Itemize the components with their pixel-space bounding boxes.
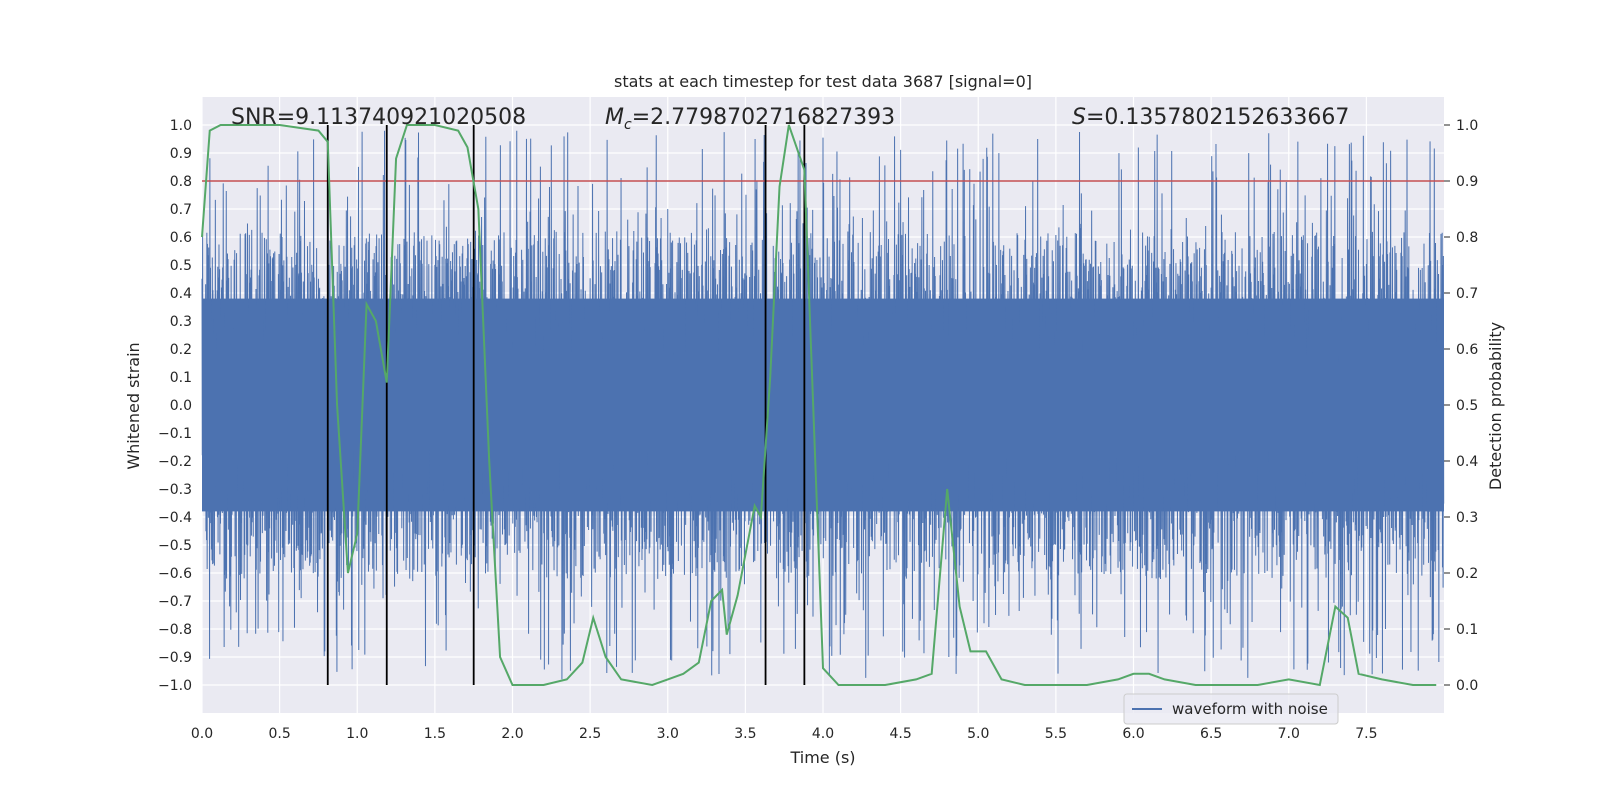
chirp-mass-symbol: M <box>605 105 624 130</box>
waveform-series <box>201 130 1445 680</box>
y-tick-label: 0.6 <box>170 230 192 246</box>
y-tick-label: −0.2 <box>158 454 192 470</box>
y-tick-label: −0.5 <box>158 538 192 554</box>
x-axis-ticks: 0.0 0.5 1.0 1.5 2.0 2.5 3.0 3.5 4.0 4.5 5.0 5.5 6.0 6… <box>191 726 1378 742</box>
y-tick-label: 0.4 <box>170 286 192 302</box>
x-tick-label: 1.0 <box>346 726 368 742</box>
x-tick-label: 7.0 <box>1278 726 1300 742</box>
y2-tick-label: 0.1 <box>1456 622 1478 638</box>
y-tick-label: 0.1 <box>170 370 192 386</box>
y-tick-label: 0.7 <box>170 202 192 218</box>
y2-axis-ticks: 1.0 0.9 0.8 0.7 0.6 0.5 0.4 0.3 0.2 0.1 0.0 <box>1444 118 1478 694</box>
y-tick-label: 0.2 <box>170 342 192 358</box>
x-tick-label: 2.0 <box>501 726 523 742</box>
y-tick-label: 1.0 <box>170 118 192 134</box>
x-tick-label: 6.5 <box>1200 726 1222 742</box>
chirp-mass-value: =2.7798702716827393 <box>632 105 895 130</box>
x-tick-label: 0.5 <box>268 726 290 742</box>
y-tick-label: −1.0 <box>158 678 192 694</box>
x-tick-label: 4.0 <box>812 726 834 742</box>
snr-annotation: SNR=9.113740921020508 <box>231 105 526 130</box>
chirp-mass-subscript: c <box>624 117 632 133</box>
legend: waveform with noise <box>1123 693 1339 725</box>
x-tick-label: 0.0 <box>191 726 213 742</box>
probability-series-line <box>201 124 1437 687</box>
y-tick-label: 0.8 <box>170 174 192 190</box>
x-axis-label: Time (s) <box>789 748 855 767</box>
x-tick-label: 3.0 <box>657 726 679 742</box>
y-tick-label: −0.4 <box>158 510 192 526</box>
chart-title: stats at each timestep for test data 368… <box>614 72 1032 91</box>
waveform-line <box>201 130 1445 680</box>
y2-tick-label: 0.0 <box>1456 678 1478 694</box>
y2-tick-label: 0.4 <box>1456 454 1478 470</box>
x-tick-label: 4.5 <box>889 726 911 742</box>
y2-tick-label: 0.8 <box>1456 230 1478 246</box>
y-tick-label: 0.3 <box>170 314 192 330</box>
x-tick-label: 1.5 <box>424 726 446 742</box>
y2-tick-label: 0.6 <box>1456 342 1478 358</box>
y2-tick-label: 0.9 <box>1456 174 1478 190</box>
x-tick-label: 6.0 <box>1122 726 1144 742</box>
s-annotation: S=0.1357802152633667 <box>1072 105 1349 130</box>
s-value: =0.1357802152633667 <box>1086 105 1349 130</box>
legend-box <box>1123 693 1339 725</box>
y-tick-label: 0.9 <box>170 146 192 162</box>
x-tick-label: 2.5 <box>579 726 601 742</box>
y-tick-label: −0.1 <box>158 426 192 442</box>
chirp-mass-annotation: Mc=2.7798702716827393 <box>605 105 895 133</box>
y-tick-label: 0.5 <box>170 258 192 274</box>
y-tick-label: −0.9 <box>158 650 192 666</box>
legend-entry-waveform: waveform with noise <box>1172 700 1328 718</box>
y2-tick-label: 1.0 <box>1456 118 1478 134</box>
y-axis-ticks: 1.0 0.9 0.8 0.7 0.6 0.5 0.4 0.3 0.2 0.1 0.0 −0.1 −0.… <box>158 118 192 694</box>
y-tick-label: −0.6 <box>158 566 192 582</box>
y2-tick-label: 0.7 <box>1456 286 1478 302</box>
x-tick-label: 3.5 <box>734 726 756 742</box>
x-tick-label: 7.5 <box>1355 726 1377 742</box>
s-symbol: S <box>1072 105 1086 130</box>
y2-axis-label: Detection probability <box>1486 322 1505 490</box>
y-tick-label: −0.7 <box>158 594 192 610</box>
y-tick-label: −0.3 <box>158 482 192 498</box>
y-tick-label: −0.8 <box>158 622 192 638</box>
y2-tick-label: 0.2 <box>1456 566 1478 582</box>
x-tick-label: 5.5 <box>1045 726 1067 742</box>
y2-tick-label: 0.3 <box>1456 510 1478 526</box>
x-tick-label: 5.0 <box>967 726 989 742</box>
vertical-markers <box>326 125 806 685</box>
y-tick-label: 0.0 <box>170 398 192 414</box>
y-axis-label: Whitened strain <box>124 342 143 469</box>
y2-tick-label: 0.5 <box>1456 398 1478 414</box>
